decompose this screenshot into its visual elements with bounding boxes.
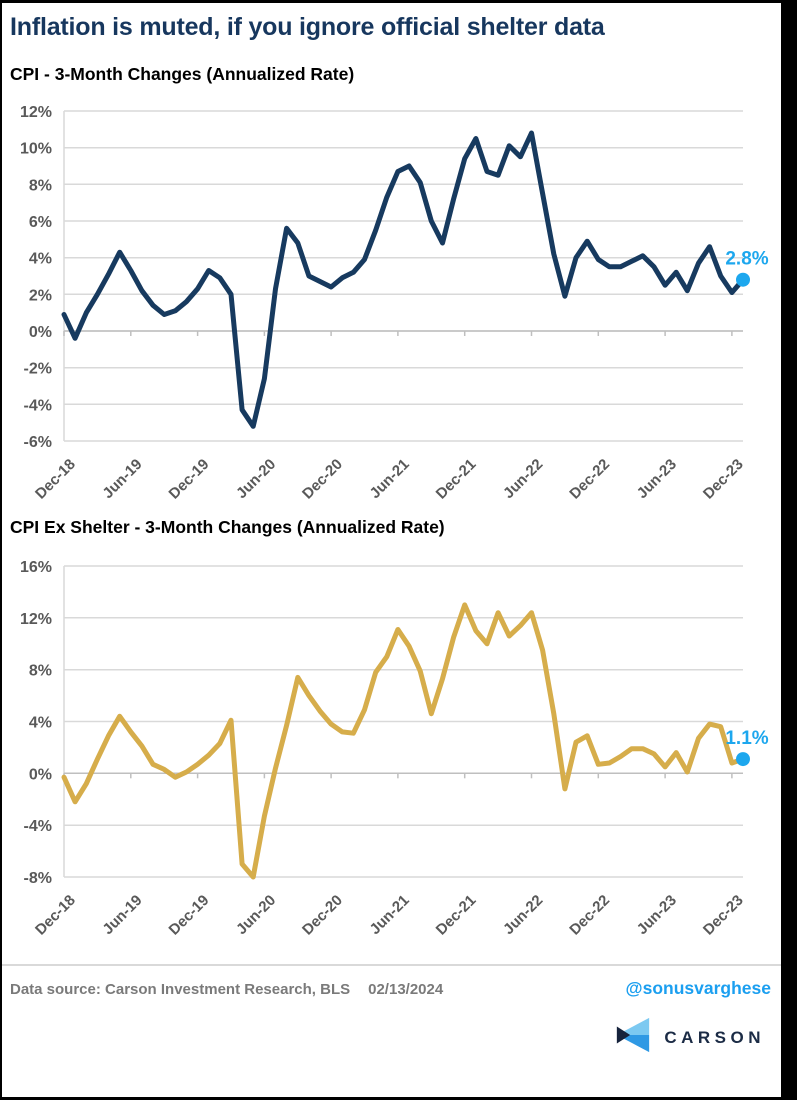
carson-wordmark: CARSON — [664, 1027, 765, 1047]
x-axis-tick-label: Dec-23 — [700, 456, 747, 503]
x-axis-tick-label: Jun-20 — [233, 892, 279, 938]
y-axis-tick-label: -4% — [24, 818, 52, 835]
x-axis-tick-label: Jun-21 — [367, 456, 413, 502]
cpi-line-chart: 12% 10% 8% 6% 4% 2% 0% -2% -4% -6% Dec-18 Jun-19 Dec… — [20, 104, 769, 503]
last-value-label: 2.8% — [725, 249, 768, 270]
y-axis-tick-label: 4% — [29, 251, 52, 268]
carson-logo: CARSON — [2, 1015, 781, 1060]
y-axis-tick-label: -4% — [24, 397, 52, 414]
y-axis-tick-label: 4% — [29, 715, 52, 732]
chart-section-cpi: CPI - 3-Month Changes (Annualized Rate) … — [2, 64, 781, 513]
y-axis-tick-label: 0% — [29, 766, 52, 783]
y-axis-tick-label: -6% — [24, 434, 52, 451]
x-axis-tick-label: Jun-19 — [99, 892, 145, 938]
x-axis-tick-label: Jun-20 — [233, 456, 279, 502]
x-axis-tick-label: Dec-23 — [700, 892, 747, 939]
data-source-line: Data source: Carson Investment Research,… — [10, 981, 443, 998]
y-axis-tick-label: 12% — [20, 611, 52, 628]
x-axis-tick-label: Jun-22 — [500, 456, 546, 502]
x-axis-tick-label: Jun-21 — [367, 892, 413, 938]
y-axis-tick-label: 8% — [29, 663, 52, 680]
x-axis-tick-label: Dec-20 — [299, 892, 346, 939]
series-line — [61, 130, 746, 429]
y-axis-tick-label: 8% — [29, 177, 52, 194]
y-axis-tick-label: 16% — [20, 559, 52, 576]
cpi-ex-shelter-line-chart: 16% 12% 8% 4% 0% -4% -8% Dec-18 Jun-19 Dec-19 Jun-… — [20, 559, 769, 939]
y-axis-tick-label: 0% — [29, 324, 52, 341]
x-axis-tick-label: Dec-19 — [166, 456, 213, 503]
x-axis-tick-label: Dec-18 — [32, 456, 79, 503]
x-axis-tick-label: Jun-23 — [634, 892, 680, 938]
x-axis-tick-label: Dec-21 — [433, 456, 480, 503]
x-axis-tick-label: Jun-23 — [634, 456, 680, 502]
y-axis-tick-label: -8% — [24, 870, 52, 887]
carson-chevron-icon — [614, 1015, 652, 1060]
footer: Data source: Carson Investment Research,… — [2, 966, 781, 999]
page-title: Inflation is muted, if you ignore offici… — [10, 13, 605, 41]
date-text: 02/13/2024 — [368, 981, 444, 998]
x-axis-tick-label: Dec-20 — [299, 456, 346, 503]
y-axis-tick-label: -2% — [24, 361, 52, 378]
footer-divider — [2, 964, 781, 966]
y-axis-tick-label: 2% — [29, 287, 52, 304]
y-axis-tick-label: 12% — [20, 104, 52, 121]
last-value-label: 1.1% — [725, 728, 768, 749]
y-axis-tick-label: 6% — [29, 214, 52, 231]
data-source-text: Data source: Carson Investment Research,… — [10, 981, 351, 998]
x-axis-tick-label: Dec-18 — [32, 892, 79, 939]
last-point-marker — [736, 272, 750, 287]
last-point-marker — [736, 752, 750, 767]
x-axis-tick-label: Dec-19 — [166, 892, 213, 939]
chart-section-cpi-ex-shelter: CPI Ex Shelter - 3-Month Changes (Annual… — [2, 517, 781, 950]
y-axis-tick-label: 10% — [20, 141, 52, 158]
twitter-handle-link[interactable]: @sonusvarghese — [625, 978, 771, 998]
x-axis-tick-label: Jun-19 — [99, 456, 145, 502]
cpi-chart-title: CPI - 3-Month Changes (Annualized Rate) — [10, 64, 355, 84]
series-line — [61, 602, 746, 880]
x-axis-tick-label: Jun-22 — [500, 892, 546, 938]
x-axis-tick-label: Dec-22 — [566, 892, 613, 939]
x-axis-tick-label: Dec-22 — [566, 456, 613, 503]
cpi-ex-shelter-chart-title: CPI Ex Shelter - 3-Month Changes (Annual… — [10, 517, 445, 537]
x-axis-tick-label: Dec-21 — [433, 892, 480, 939]
